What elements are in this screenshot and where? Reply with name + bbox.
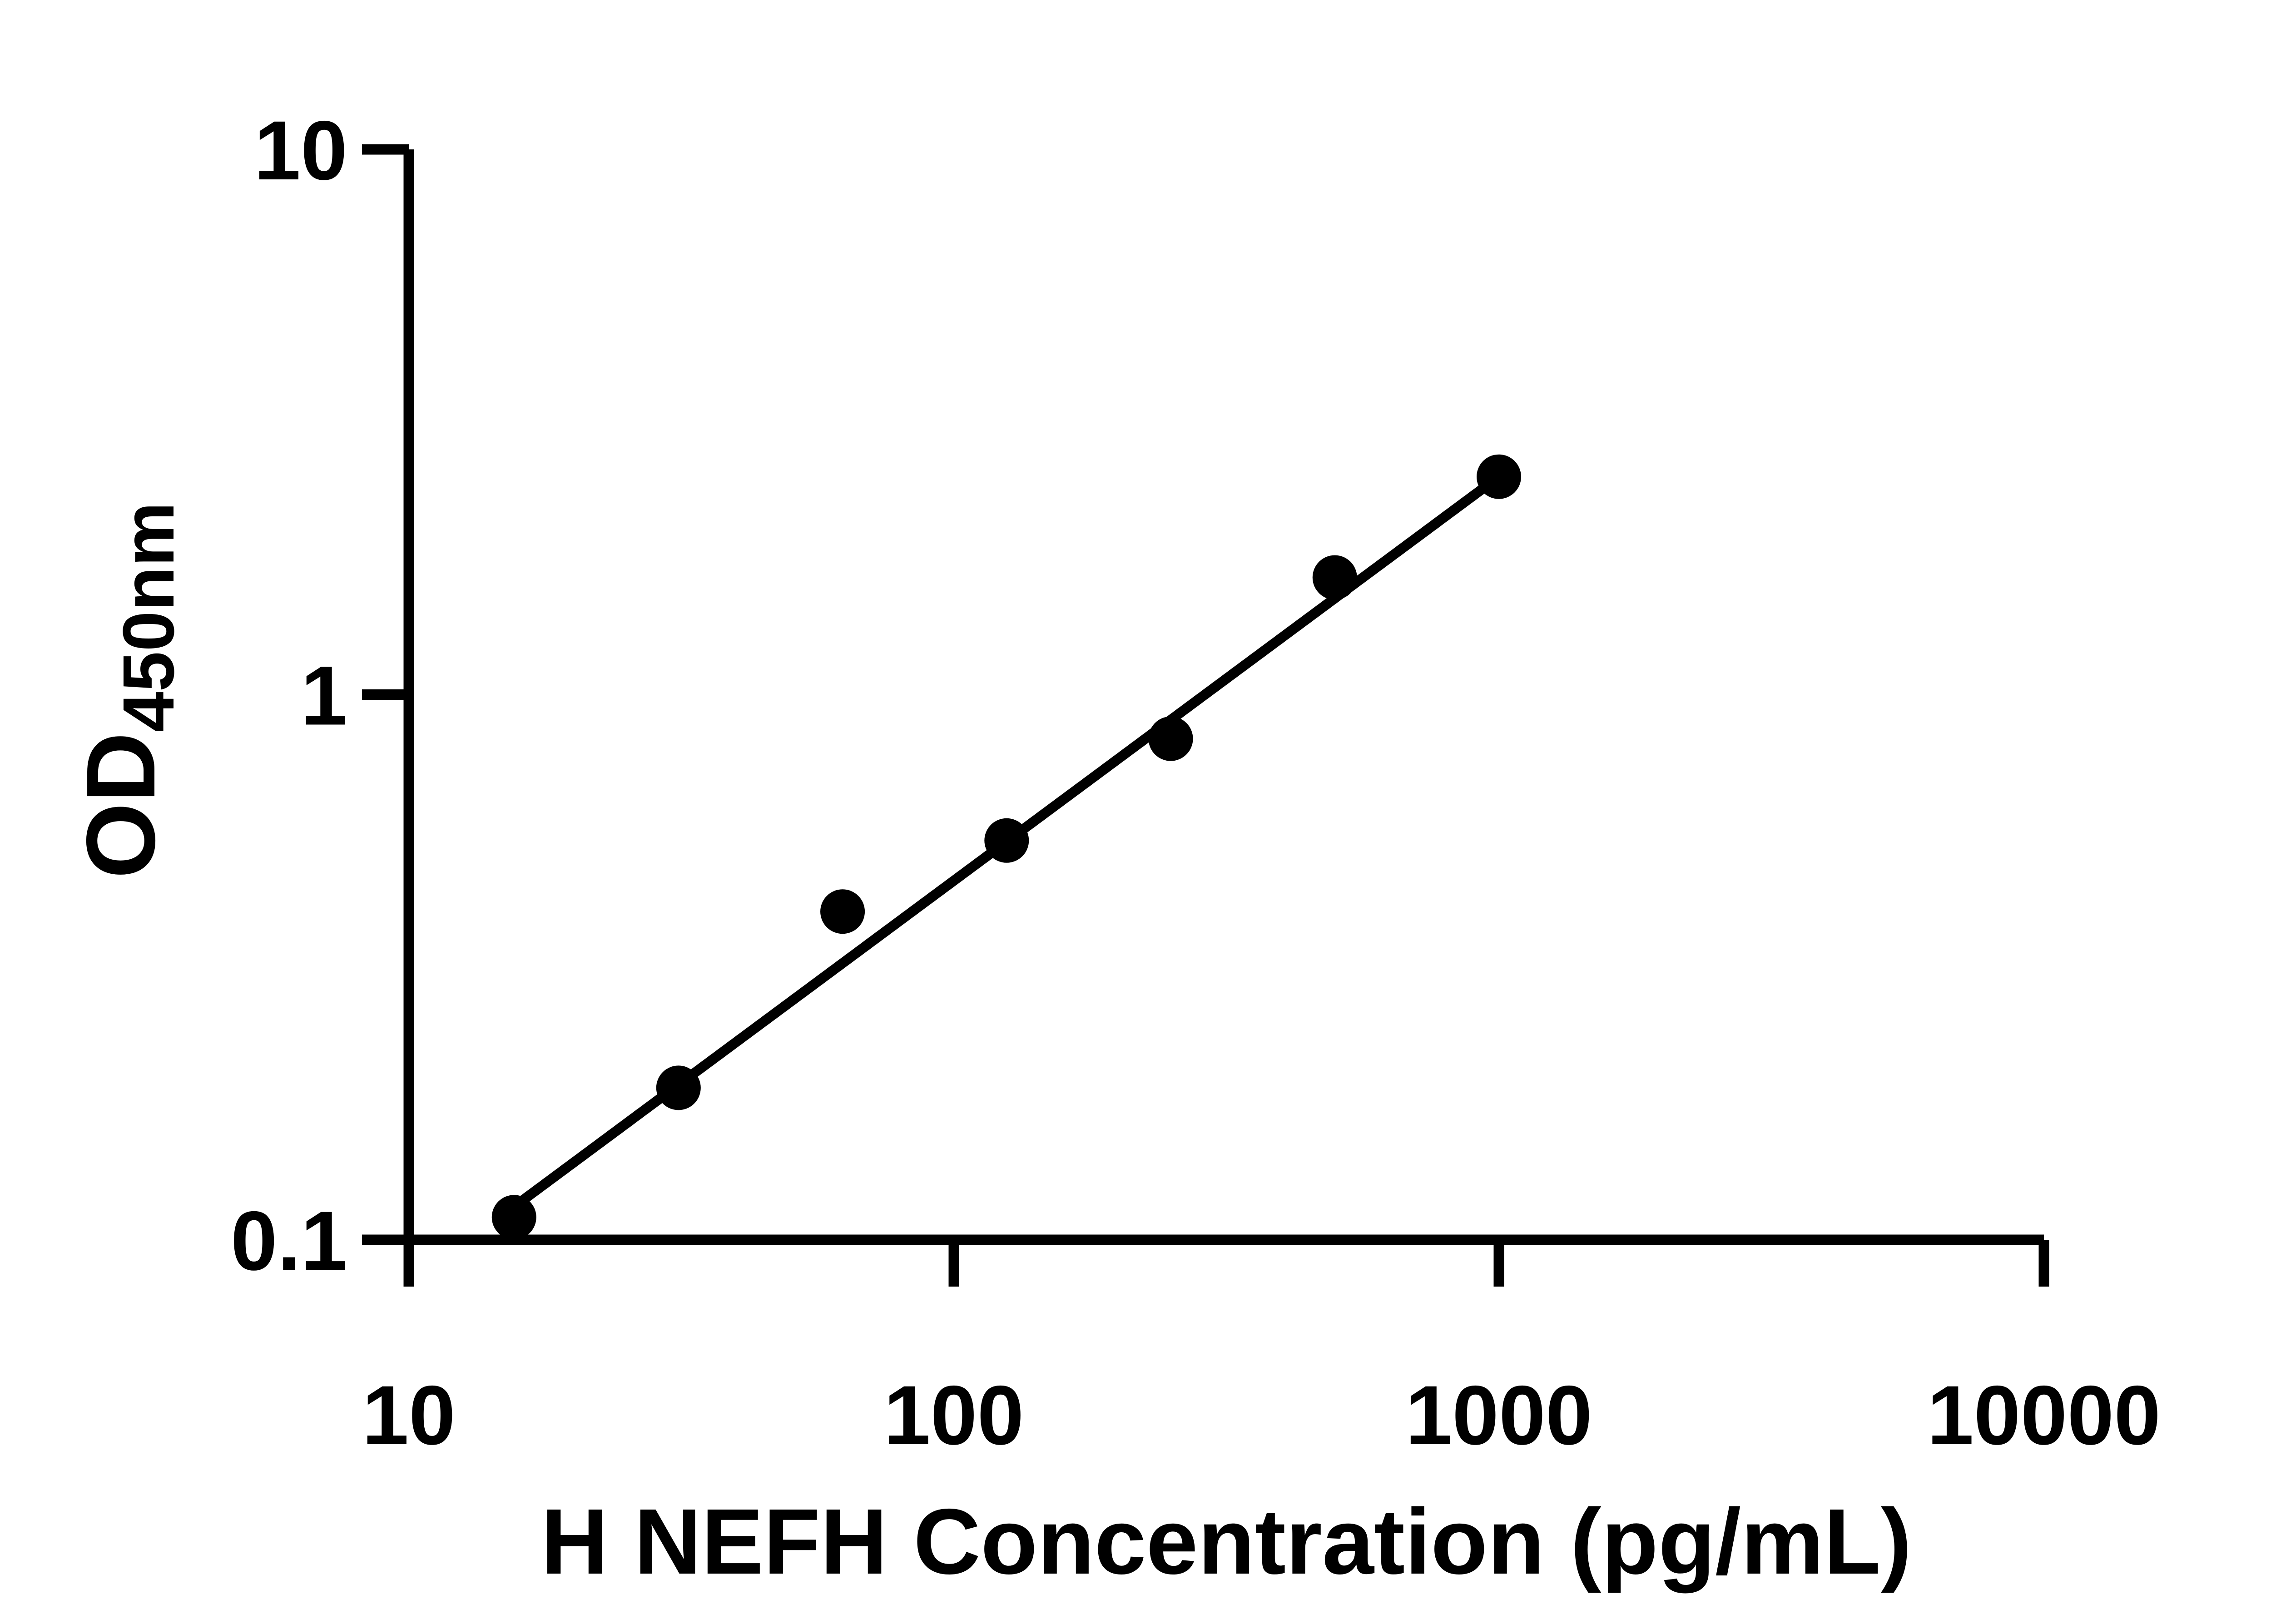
data-point <box>984 818 1029 863</box>
y-tick-label: 10 <box>254 104 347 198</box>
data-point <box>1312 555 1357 600</box>
x-axis-title: H NEFH Concentration (pg/mL) <box>541 1490 1912 1594</box>
x-axis-tick-labels: 10 100 1000 10000 <box>362 1369 2161 1462</box>
data-point <box>656 1065 701 1110</box>
x-tick-label: 10000 <box>1927 1369 2161 1462</box>
data-point <box>1477 454 1521 499</box>
data-point <box>491 1195 536 1240</box>
axis-frame <box>403 149 2044 1245</box>
y-axis-title-subscript: 450nm <box>108 502 189 732</box>
data-point <box>1148 716 1193 761</box>
y-axis-tick-labels: 0.1 1 10 <box>231 104 347 1288</box>
data-points <box>491 454 1521 1240</box>
y-axis-title: OD450nm <box>66 502 189 878</box>
y-tick-label: 0.1 <box>231 1194 347 1288</box>
y-axis-ticks <box>362 144 409 1245</box>
x-tick-label: 1000 <box>1405 1369 1592 1462</box>
y-tick-label: 1 <box>301 649 347 743</box>
x-tick-label: 10 <box>362 1369 456 1462</box>
x-axis-ticks <box>403 1240 2049 1287</box>
data-point <box>820 889 865 934</box>
y-axis-title-main: OD <box>66 732 175 879</box>
x-tick-label: 100 <box>884 1369 1024 1462</box>
